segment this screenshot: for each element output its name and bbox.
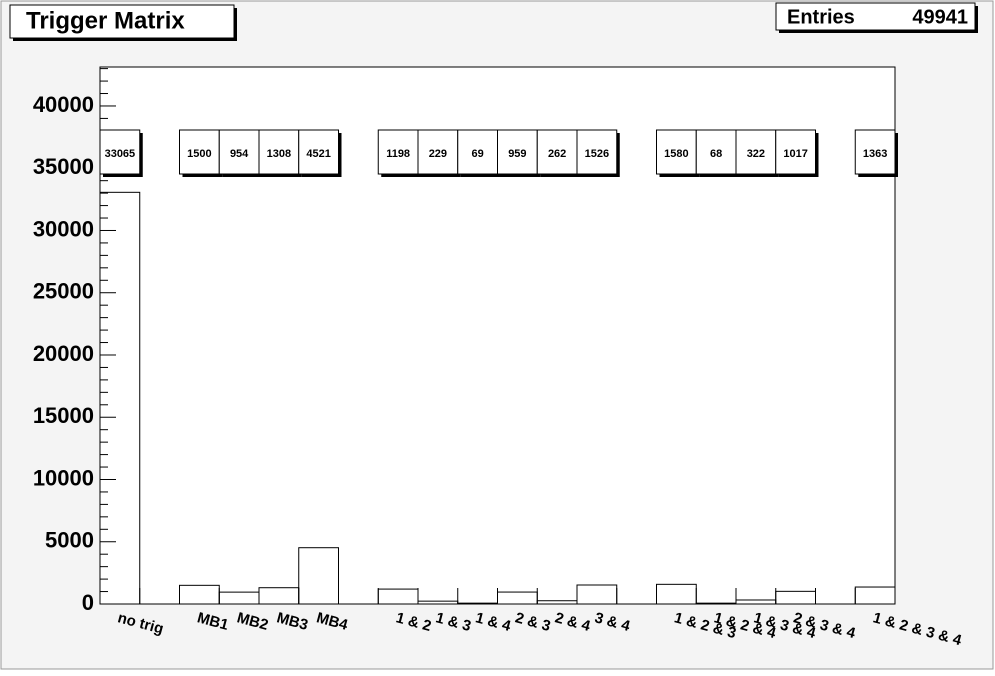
bar [854, 586, 896, 605]
bar [576, 584, 618, 605]
value-label: 229 [429, 148, 447, 160]
y-tick-label: 20000 [33, 341, 94, 366]
value-box [497, 129, 538, 175]
bar [775, 590, 816, 605]
value-box [695, 129, 737, 175]
value-box [298, 129, 339, 175]
bar [656, 583, 697, 605]
bar [417, 600, 459, 605]
value-box [735, 129, 777, 175]
value-box [656, 129, 697, 175]
value-label: 1198 [386, 148, 410, 160]
bar [457, 602, 498, 605]
y-tick-label: 40000 [33, 92, 94, 117]
stats-box [775, 2, 976, 31]
stats-value: 49941 [912, 6, 968, 28]
value-label: 1526 [585, 148, 609, 160]
value-label: 33065 [105, 148, 136, 160]
bar [99, 191, 141, 605]
y-tick-label: 30000 [33, 216, 94, 241]
value-label: 1017 [783, 148, 807, 160]
y-tick-label: 15000 [33, 403, 94, 428]
y-tick-label: 35000 [33, 154, 94, 179]
value-label: 1580 [664, 148, 688, 160]
y-tick-label: 10000 [33, 465, 94, 490]
stats-label: Entries [787, 6, 855, 28]
bar [377, 588, 419, 605]
value-box [417, 129, 459, 175]
value-box [775, 129, 816, 175]
y-tick-label: 0 [82, 590, 94, 615]
value-box [854, 129, 896, 175]
value-box [258, 129, 300, 175]
chart-title: Trigger Matrix [26, 7, 185, 34]
bar [497, 591, 538, 605]
value-label: 68 [710, 148, 722, 160]
value-label: 954 [230, 148, 249, 160]
y-tick-label: 25000 [33, 279, 94, 304]
value-label: 322 [747, 148, 765, 160]
value-label: 959 [508, 148, 526, 160]
value-label: 4521 [306, 148, 330, 160]
value-label: 262 [548, 148, 566, 160]
bar [695, 602, 737, 605]
title-box [9, 4, 235, 39]
bar [298, 547, 339, 605]
value-box [536, 129, 578, 175]
y-tick-label: 5000 [45, 528, 94, 553]
value-label: 1500 [187, 148, 211, 160]
value-label: 1308 [267, 148, 291, 160]
value-label: 69 [472, 148, 484, 160]
value-box [218, 129, 260, 175]
value-box [99, 129, 141, 175]
value-box [576, 129, 618, 175]
value-box [377, 129, 419, 175]
value-label: 1363 [863, 148, 887, 160]
